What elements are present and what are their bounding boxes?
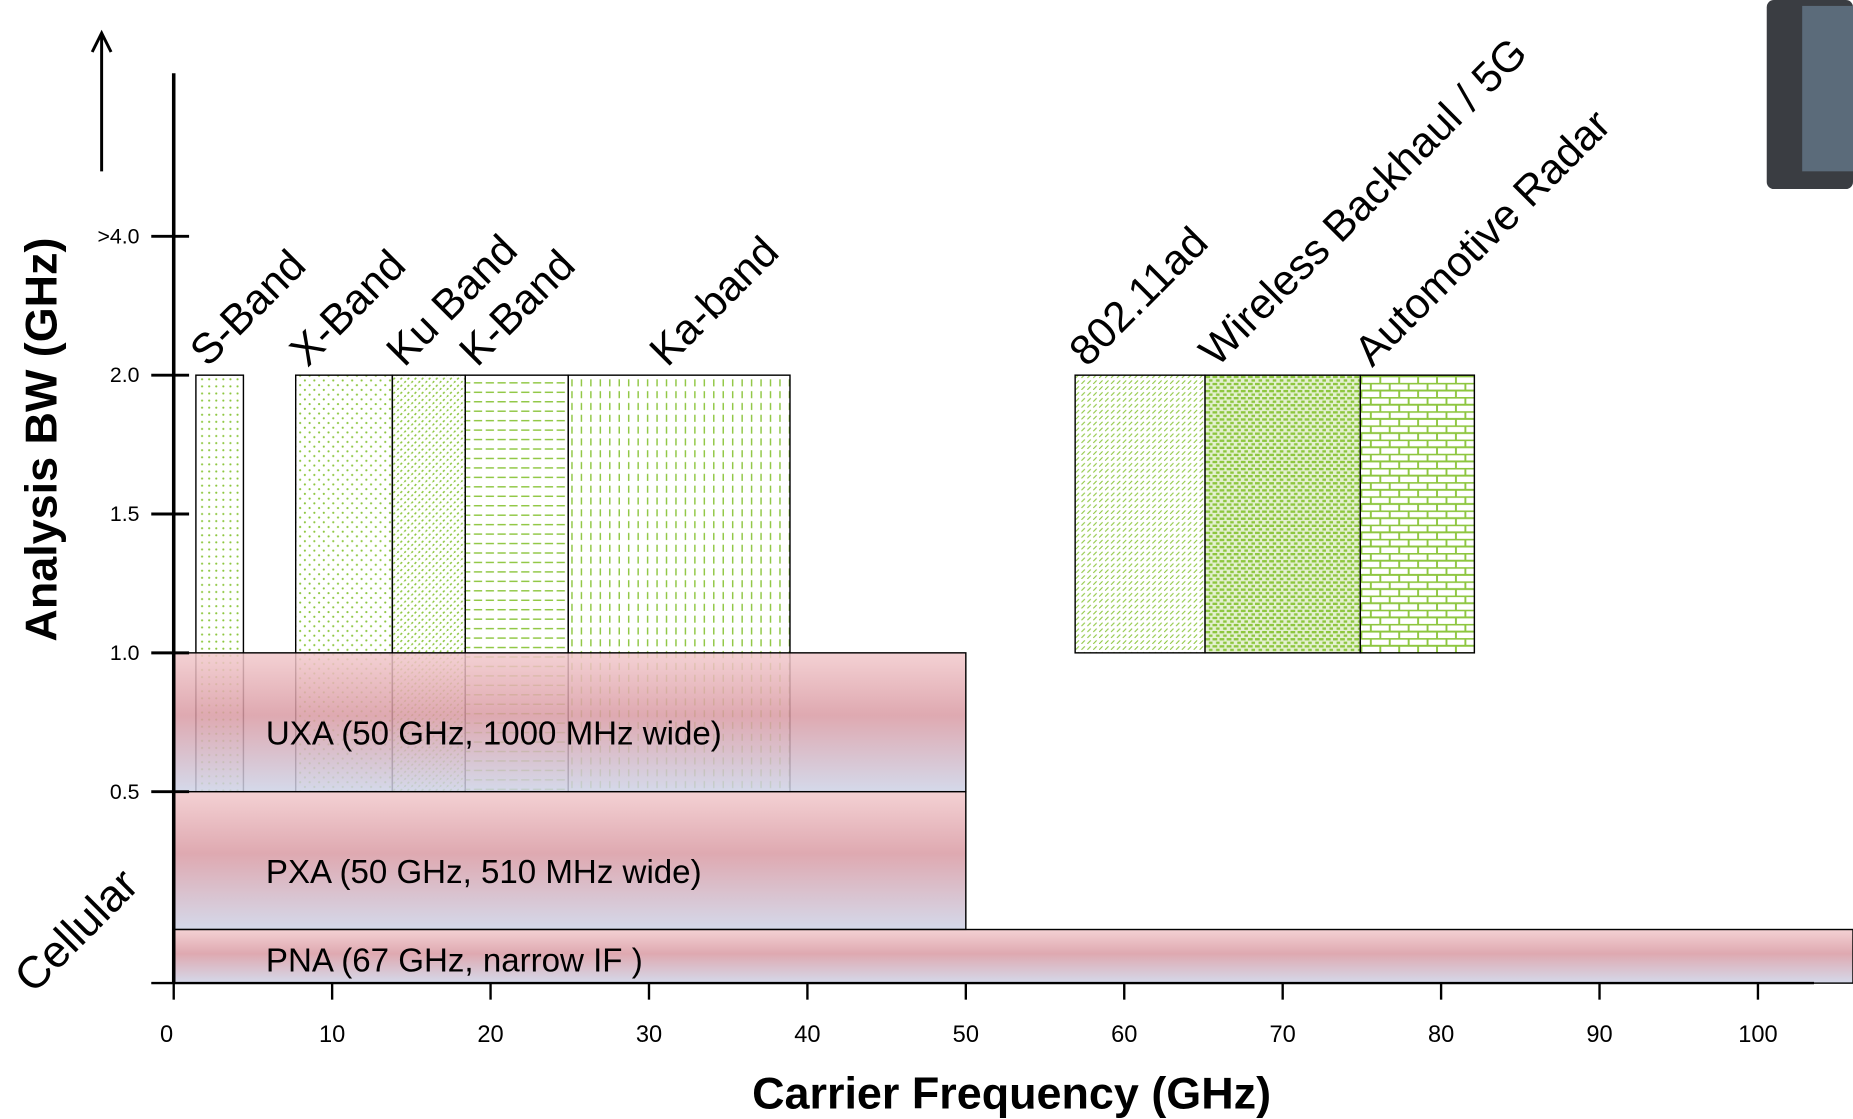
x-axis-title: Carrier Frequency (GHz)	[752, 1067, 1271, 1118]
y-tick-label: 1.5	[110, 502, 140, 526]
x-tick-label: 0	[160, 1022, 173, 1048]
x-tick-label: 10	[319, 1022, 345, 1048]
analyzer-label: PNA (67 GHz, narrow IF )	[266, 943, 643, 980]
plot-area	[174, 375, 1853, 983]
x-tick-label: 30	[636, 1022, 662, 1048]
analyzer-label: PXA (50 GHz, 510 MHz wide)	[266, 854, 702, 891]
band-label: 802.11ad	[1060, 218, 1217, 375]
y-tick-label: >4.0	[97, 224, 139, 248]
x-tick-label: 80	[1428, 1022, 1454, 1048]
x-tick-label: 40	[794, 1022, 820, 1048]
x-tick-label: 70	[1270, 1022, 1296, 1048]
chart: Carrier Frequency (GHz) Analysis BW (GHz…	[0, 0, 1853, 1119]
y-tick-label: 1.0	[110, 641, 140, 665]
x-tick-label: 50	[953, 1022, 979, 1048]
axis-arrow	[92, 33, 111, 171]
annotation: Cellular	[4, 858, 148, 1002]
x-tick-label: 90	[1586, 1022, 1612, 1048]
x-tick-label: 60	[1111, 1022, 1137, 1048]
analyzer-label: UXA (50 GHz, 1000 MHz wide)	[266, 716, 722, 753]
band-label: Automotive Radar	[1345, 101, 1620, 376]
band-pattern	[1360, 375, 1474, 653]
instrument-screen	[1802, 6, 1853, 171]
y-axis-title: Analysis BW (GHz)	[16, 238, 67, 642]
band-label: Ka-band	[640, 228, 788, 376]
y-tick-label: 2.0	[110, 363, 140, 387]
x-tick-label: 20	[477, 1022, 503, 1048]
band-pattern	[1205, 375, 1360, 653]
band-pattern	[1075, 375, 1205, 653]
y-tick-label: 0.5	[110, 780, 140, 804]
x-tick-label: 100	[1738, 1022, 1777, 1048]
